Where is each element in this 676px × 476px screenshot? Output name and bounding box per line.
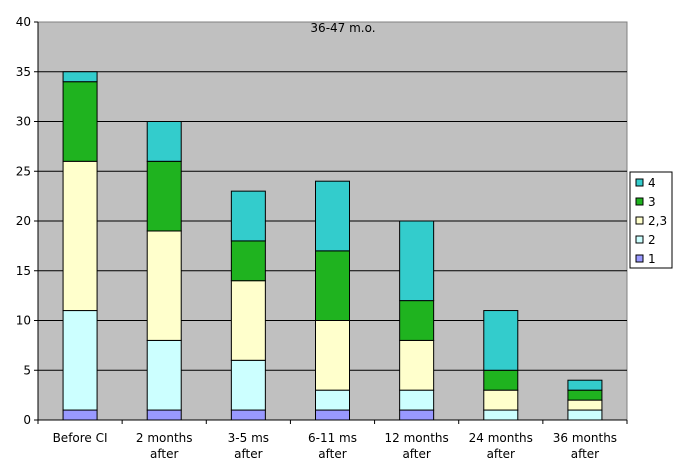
x-category-label: 2 months bbox=[136, 431, 193, 445]
bar-segment-2 bbox=[399, 389, 435, 411]
bar-segment-1 bbox=[399, 409, 435, 421]
y-tick-label: 0 bbox=[23, 413, 31, 427]
x-category-label: after bbox=[318, 447, 346, 461]
x-category-label: after bbox=[402, 447, 430, 461]
bar-segment-3 bbox=[315, 250, 350, 322]
bar-segment-4 bbox=[62, 71, 98, 83]
bar-segment-2 bbox=[483, 409, 519, 421]
x-category-label: 36 months bbox=[553, 431, 617, 445]
legend-swatch bbox=[635, 197, 644, 206]
x-axis: Before CI 2 months after 3-5 ms after 6-11 ms… bbox=[37, 419, 628, 461]
y-tick-label: 35 bbox=[16, 65, 31, 79]
bar-segment-3 bbox=[146, 160, 182, 232]
chart-title: 36-47 m.o. bbox=[310, 21, 375, 35]
bar-segment-1 bbox=[146, 409, 182, 421]
bar-segment-4 bbox=[315, 180, 350, 252]
x-category-label: after bbox=[487, 447, 515, 461]
y-tick-label: 10 bbox=[16, 314, 31, 328]
bar-segment-1 bbox=[315, 409, 350, 421]
y-tick-label: 30 bbox=[16, 115, 31, 129]
bar-segment-2-3 bbox=[399, 339, 435, 391]
x-category-label: after bbox=[234, 447, 262, 461]
bar-segment-2-3 bbox=[315, 320, 350, 391]
bar-segment-4 bbox=[230, 190, 266, 242]
x-category-label: after bbox=[571, 447, 599, 461]
bar-segment-1 bbox=[62, 409, 98, 421]
bar-segment-2-3 bbox=[230, 280, 266, 361]
legend-swatch bbox=[635, 235, 644, 244]
y-axis: 0 5 10 15 20 25 30 35 40 bbox=[16, 15, 39, 427]
gridlines bbox=[38, 71, 627, 371]
bar-segment-4 bbox=[483, 310, 519, 371]
bar-segment-2-3 bbox=[567, 399, 603, 411]
y-tick-label: 5 bbox=[23, 363, 31, 377]
x-category-label: after bbox=[150, 447, 178, 461]
y-tick-label: 25 bbox=[16, 164, 31, 178]
x-category-label: Before CI bbox=[53, 431, 108, 445]
bar-segment-4 bbox=[146, 121, 182, 162]
bar-segment-2 bbox=[315, 389, 350, 411]
x-category-label: 24 months bbox=[469, 431, 533, 445]
bar-segment-3 bbox=[483, 369, 519, 391]
bar-segment-4 bbox=[399, 220, 435, 302]
bar-segment-2-3 bbox=[62, 160, 98, 312]
legend-label: 2 bbox=[648, 233, 656, 247]
legend-swatch bbox=[635, 216, 644, 225]
x-category-label: 6-11 ms bbox=[308, 431, 357, 445]
legend-label: 4 bbox=[648, 176, 656, 190]
bar-segment-4 bbox=[567, 379, 603, 391]
x-category-label: 12 months bbox=[384, 431, 448, 445]
y-tick-label: 15 bbox=[16, 264, 31, 278]
legend-label: 1 bbox=[648, 252, 656, 266]
bar-segment-2 bbox=[62, 310, 98, 411]
y-tick-label: 20 bbox=[16, 214, 31, 228]
bar-segment-2-3 bbox=[483, 389, 519, 411]
bar-segment-3 bbox=[399, 300, 435, 341]
legend-label: 3 bbox=[648, 195, 656, 209]
y-tick-label: 40 bbox=[16, 15, 31, 29]
bar-segment-3 bbox=[230, 240, 266, 282]
legend-swatch bbox=[635, 178, 644, 187]
legend-swatch bbox=[635, 254, 644, 263]
x-category-label: 3-5 ms bbox=[228, 431, 269, 445]
legend-label: 2,3 bbox=[648, 214, 667, 228]
bars bbox=[62, 71, 603, 421]
bar-segment-2 bbox=[567, 409, 603, 421]
bar-segment-3 bbox=[567, 389, 603, 401]
legend: 4 3 2,3 2 1 bbox=[629, 171, 673, 269]
bar-segment-2 bbox=[146, 339, 182, 411]
bar-segment-2 bbox=[230, 359, 266, 411]
bar-segment-1 bbox=[230, 409, 266, 421]
bar-segment-3 bbox=[62, 81, 98, 162]
bar-segment-2-3 bbox=[146, 230, 182, 341]
